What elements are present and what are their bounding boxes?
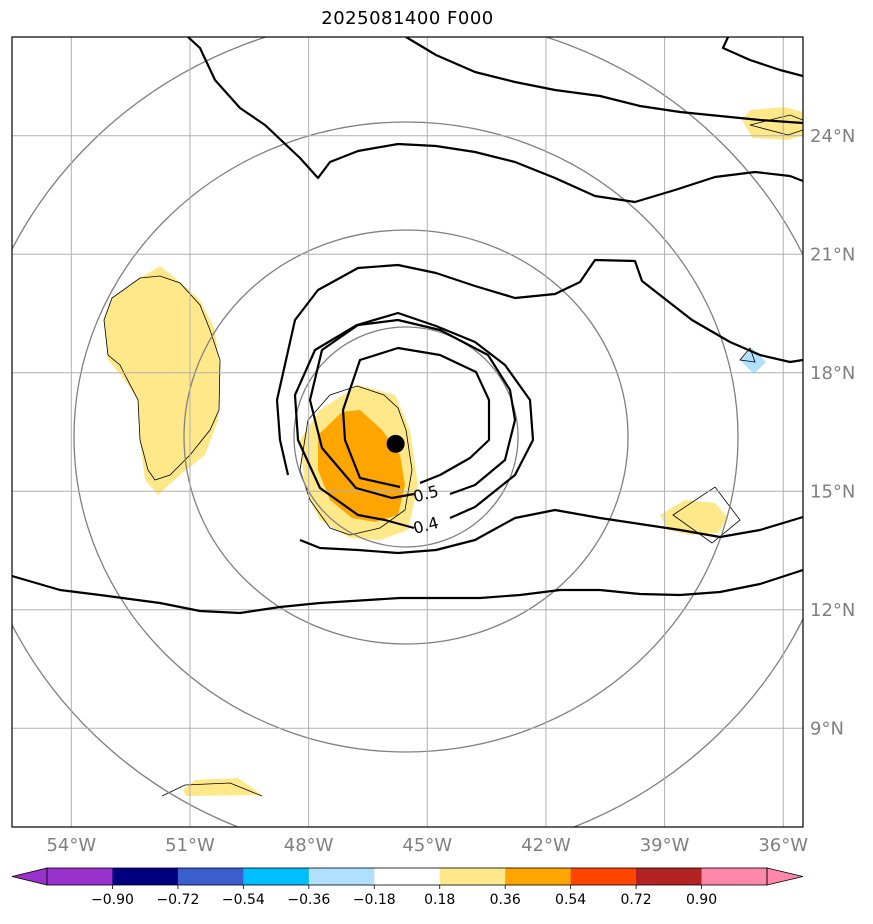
latitude-tick-label: 24°N <box>810 126 855 147</box>
anomaly-region-west <box>104 266 220 495</box>
grey-contour-rings <box>12 37 803 827</box>
contour-north <box>187 37 803 204</box>
colorbar-tick-label: −0.72 <box>156 892 199 908</box>
colorbar-segment <box>701 868 768 885</box>
latitude-tick-label: 12°N <box>810 600 855 621</box>
colorbar-segment <box>374 868 441 885</box>
colorbar-segment <box>636 868 703 885</box>
latitude-tick-label: 18°N <box>810 363 855 384</box>
grey-ring-2 <box>183 229 629 645</box>
grey-ring-4 <box>12 37 803 827</box>
contour-northeast <box>721 37 803 78</box>
longitude-tick-label: 36°W <box>758 835 808 856</box>
longitude-tick-label: 48°W <box>284 835 334 856</box>
figure-title: 2025081400 F000 <box>321 8 494 29</box>
contour-inner <box>341 346 491 489</box>
contour-mid-upper <box>275 258 803 476</box>
anomaly-core-orange <box>318 410 405 522</box>
black-contours <box>12 37 803 615</box>
colorbar-segment <box>308 868 375 885</box>
colorbar-tick-label: −0.54 <box>222 892 265 908</box>
longitude-tick-label: 45°W <box>402 835 452 856</box>
colorbar-tick-label: 0.90 <box>686 892 717 908</box>
latitude-tick-label: 21°N <box>810 244 855 265</box>
contour-labels: 0.50.4 <box>411 481 441 538</box>
colorbar-segment <box>112 868 179 885</box>
anomaly-region-east <box>660 500 728 535</box>
latitude-tick-label: 9°N <box>810 718 844 739</box>
contour-0.4 <box>293 311 535 530</box>
colorbar-tick-label: 0.72 <box>621 892 652 908</box>
shaded-anomaly-layer <box>103 107 803 797</box>
contour-label: 0.4 <box>411 513 441 538</box>
colorbar-tick-label: −0.90 <box>91 892 134 908</box>
grey-ring-3 <box>73 121 739 753</box>
colorbar-segment <box>505 868 572 885</box>
contour-mid <box>299 508 803 555</box>
map-frame <box>11 36 804 828</box>
colorbar-segment <box>570 868 637 885</box>
colorbar <box>11 867 804 889</box>
colorbar-extend-min <box>11 867 48 886</box>
colorbar-segment <box>439 868 506 885</box>
anomaly-region-south <box>183 778 262 796</box>
latitude-labels: 24°N 21°N 18°N 15°N 12°N 9°N <box>810 126 855 740</box>
contour-outer <box>12 568 803 615</box>
longitude-tick-label: 54°W <box>46 835 96 856</box>
grey-ring-1 <box>293 326 519 548</box>
anomaly-region-blue <box>740 348 766 374</box>
longitude-tick-label: 39°W <box>640 835 690 856</box>
latitude-tick-label: 15°N <box>810 481 855 502</box>
longitude-tick-label: 51°W <box>165 835 215 856</box>
colorbar-segment <box>177 868 244 885</box>
colorbar-outline <box>46 867 768 886</box>
storm-center-marker <box>386 434 405 453</box>
colorbar-tick-label: 0.18 <box>424 892 455 908</box>
longitude-labels: 54°W 51°W 48°W 45°W 42°W 39°W 36°W <box>46 835 808 856</box>
colorbar-tick-label: −0.18 <box>353 892 396 908</box>
colorbar-tick-label: −0.36 <box>287 892 330 908</box>
colorbar-labels: −0.90 −0.72 −0.54 −0.36 −0.18 0.18 0.36 0.54 0.7… <box>91 892 717 908</box>
contour-0.5 <box>308 318 517 500</box>
colorbar-segment <box>243 868 310 885</box>
contour-north-2 <box>405 37 803 125</box>
colorbar-segment <box>47 868 113 885</box>
colorbar-tick-label: 0.36 <box>490 892 521 908</box>
colorbar-tick-label: 0.54 <box>555 892 586 908</box>
longitude-tick-label: 42°W <box>521 835 571 856</box>
colorbar-extend-max <box>766 867 804 886</box>
anomaly-region-northeast <box>742 107 803 140</box>
